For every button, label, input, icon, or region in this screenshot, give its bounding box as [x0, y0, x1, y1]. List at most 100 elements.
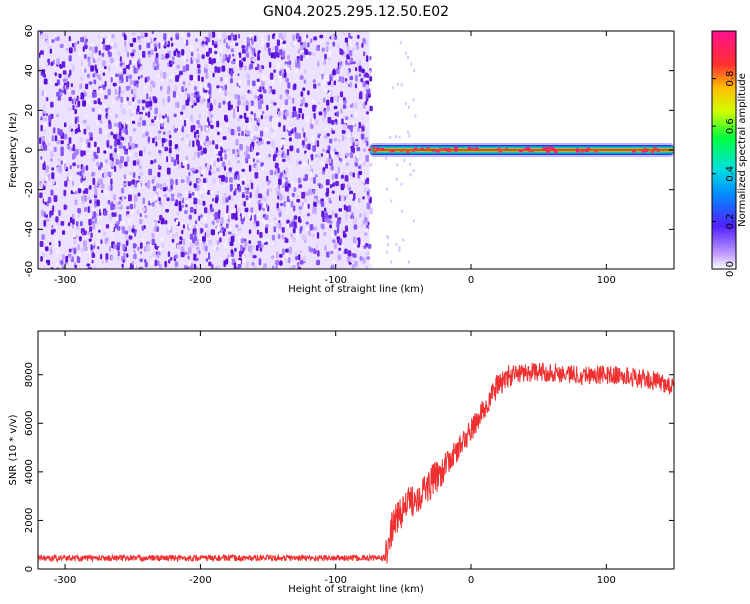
noise-speckle	[80, 37, 84, 42]
noise-speckle	[93, 266, 95, 271]
noise-speckle	[105, 81, 107, 87]
snr-y-label: SNR (10 * v/v)	[8, 414, 19, 485]
noise-speckle	[257, 56, 260, 61]
noise-speckle	[81, 93, 85, 100]
noise-speckle	[313, 177, 316, 184]
noise-speckle	[143, 198, 145, 205]
noise-speckle	[245, 208, 249, 213]
noise-speckle	[50, 49, 52, 54]
noise-speckle	[338, 167, 340, 174]
noise-speckle	[212, 178, 215, 185]
noise-speckle	[317, 134, 320, 138]
noise-speckle	[130, 43, 134, 47]
noise-speckle	[276, 63, 279, 69]
noise-speckle	[68, 222, 70, 226]
noise-speckle	[307, 213, 310, 216]
noise-speckle	[58, 73, 61, 78]
noise-speckle	[194, 86, 197, 91]
noise-speckle	[294, 221, 297, 228]
noise-speckle	[198, 75, 200, 81]
noise-speckle	[183, 224, 185, 228]
noise-speckle	[230, 242, 234, 247]
noise-speckle	[268, 48, 271, 54]
noise-speckle	[69, 55, 72, 61]
noise-speckle	[275, 170, 278, 173]
noise-speckle	[307, 42, 309, 47]
noise-speckle	[91, 172, 94, 177]
noise-speckle	[116, 96, 120, 100]
noise-speckle	[289, 247, 292, 254]
noise-speckle	[140, 65, 142, 69]
noise-speckle	[158, 247, 162, 251]
colorbar-tick-label: 0.8	[725, 71, 736, 87]
noise-speckle	[352, 137, 355, 143]
noise-speckle	[262, 220, 265, 223]
noise-speckle	[324, 54, 327, 60]
noise-speckle	[348, 205, 351, 212]
noise-speckle	[187, 33, 190, 38]
noise-speckle	[282, 227, 285, 233]
noise-speckle	[147, 180, 150, 187]
signal-blob	[373, 150, 377, 153]
noise-speckle	[196, 139, 199, 146]
noise-speckle	[134, 203, 136, 209]
noise-speckle	[172, 239, 175, 243]
noise-speckle	[392, 86, 394, 89]
noise-speckle	[353, 244, 356, 247]
noise-speckle	[72, 105, 74, 110]
noise-speckle	[152, 239, 156, 246]
noise-speckle	[82, 166, 85, 173]
noise-speckle	[221, 66, 225, 72]
noise-speckle	[89, 226, 92, 231]
noise-speckle	[397, 83, 399, 86]
noise-speckle	[360, 266, 362, 271]
noise-speckle	[126, 206, 129, 209]
noise-speckle	[339, 48, 341, 55]
noise-speckle	[66, 48, 68, 51]
noise-speckle	[145, 262, 148, 268]
noise-speckle	[242, 194, 245, 198]
noise-speckle	[112, 101, 114, 104]
noise-speckle	[290, 233, 292, 238]
noise-speckle	[133, 254, 137, 259]
noise-speckle	[69, 97, 73, 102]
noise-speckle	[69, 249, 72, 253]
noise-speckle	[307, 153, 310, 158]
noise-speckle	[41, 125, 43, 132]
noise-speckle	[158, 220, 160, 223]
noise-speckle	[111, 77, 113, 83]
noise-speckle	[54, 147, 57, 152]
noise-speckle	[50, 210, 54, 215]
noise-speckle	[259, 258, 262, 265]
noise-speckle	[113, 83, 117, 87]
noise-speckle	[281, 105, 284, 111]
noise-speckle	[119, 162, 123, 168]
noise-speckle	[402, 238, 404, 241]
noise-speckle	[244, 66, 246, 71]
noise-speckle	[328, 117, 332, 124]
noise-speckle	[138, 193, 141, 197]
noise-speckle	[41, 210, 44, 217]
noise-speckle	[171, 157, 174, 162]
noise-speckle	[353, 193, 355, 200]
noise-speckle	[225, 231, 227, 236]
noise-speckle	[123, 146, 126, 150]
noise-speckle	[325, 126, 328, 129]
noise-speckle	[161, 78, 163, 82]
noise-speckle	[361, 241, 364, 245]
noise-speckle	[332, 126, 335, 130]
signal-blob	[454, 149, 458, 152]
noise-speckle	[263, 239, 266, 243]
noise-speckle	[247, 80, 250, 86]
noise-speckle	[318, 155, 322, 159]
noise-speckle	[146, 101, 150, 108]
noise-speckle	[357, 152, 359, 158]
noise-speckle	[156, 183, 160, 188]
noise-speckle	[100, 239, 102, 244]
noise-speckle	[292, 35, 295, 42]
noise-speckle	[230, 78, 233, 83]
noise-speckle	[289, 196, 292, 200]
noise-speckle	[279, 212, 282, 217]
signal-blob	[542, 147, 546, 150]
noise-speckle	[362, 269, 365, 273]
